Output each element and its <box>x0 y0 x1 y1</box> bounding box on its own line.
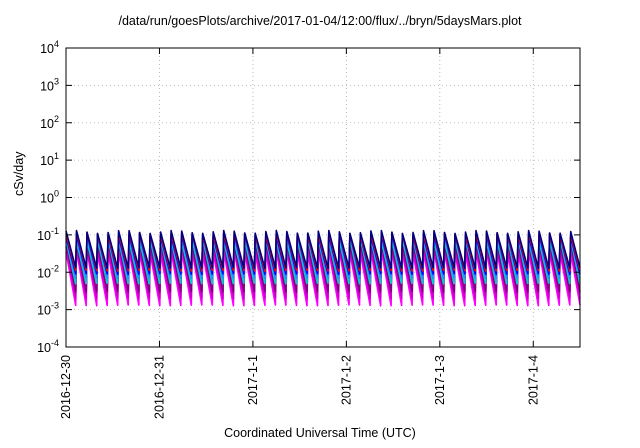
y-tick-label: 10-4 <box>37 338 59 355</box>
axis-ticks: 10-4 10-3 10-2 10-1 100 101 102 103 104 2016-12-3… <box>37 39 580 419</box>
y-tick-label: 104 <box>40 39 59 56</box>
grid-lines <box>66 48 580 347</box>
series-line <box>65 249 581 307</box>
x-tick-label: 2017-1-1 <box>246 355 260 405</box>
y-tick-label: 100 <box>40 189 59 206</box>
series-group <box>65 229 581 307</box>
x-tick-label: 2017-1-2 <box>339 355 353 405</box>
x-tick-label: 2016-12-31 <box>152 355 166 419</box>
y-tick-label: 10-3 <box>37 301 59 318</box>
x-tick-label: 2017-1-4 <box>526 355 540 405</box>
x-axis-label: Coordinated Universal Time (UTC) <box>224 426 416 440</box>
y-tick-label: 10-1 <box>37 226 59 243</box>
chart-title: /data/run/goesPlots/archive/2017-01-04/1… <box>118 14 522 28</box>
y-tick-label: 103 <box>40 76 59 93</box>
y-tick-label: 102 <box>40 114 59 131</box>
series-line <box>65 240 581 293</box>
y-tick-label: 10-2 <box>37 263 59 280</box>
x-tick-label: 2017-1-3 <box>433 355 447 405</box>
series-line <box>65 245 581 300</box>
y-tick-label: 101 <box>40 151 59 168</box>
x-tick-label: 2016-12-30 <box>59 355 73 419</box>
series-line <box>65 229 581 270</box>
